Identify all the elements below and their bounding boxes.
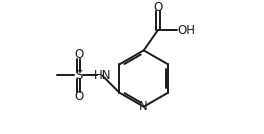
Text: N: N <box>139 100 148 113</box>
Text: HN: HN <box>93 69 111 82</box>
Text: O: O <box>74 48 83 61</box>
Text: S: S <box>75 69 82 82</box>
Text: O: O <box>74 90 83 103</box>
Text: O: O <box>153 1 162 14</box>
Text: OH: OH <box>178 24 196 37</box>
